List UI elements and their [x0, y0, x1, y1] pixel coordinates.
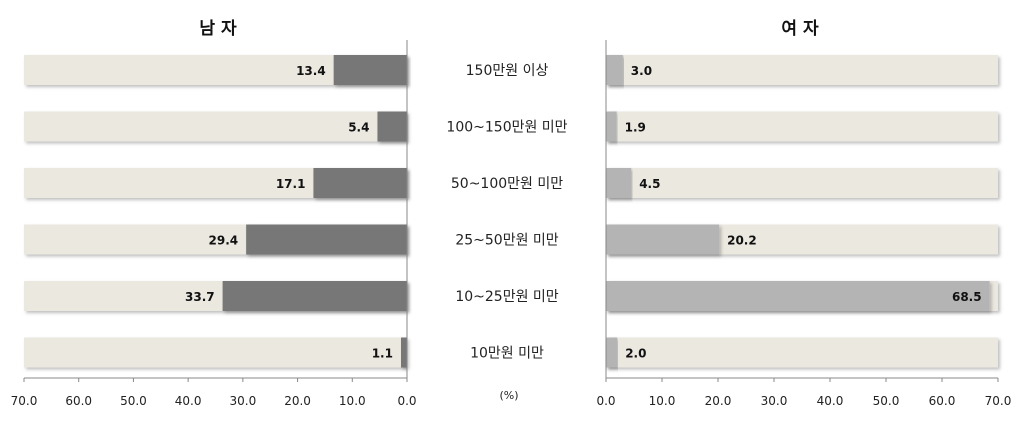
- male-value-label: 5.4: [348, 121, 369, 135]
- female-value-label: 68.5: [952, 290, 982, 304]
- female-bar: [606, 281, 990, 311]
- unit-label: (%): [499, 389, 518, 402]
- female-tick-label: 0.0: [596, 394, 615, 408]
- male-tick-label: 10.0: [339, 394, 366, 408]
- female-value-label: 1.9: [625, 121, 646, 135]
- male-track: [24, 111, 407, 142]
- male-bar: [222, 281, 407, 311]
- track-layer: [24, 55, 998, 368]
- male-tick-label: 0.0: [397, 394, 416, 408]
- male-value-label: 29.4: [209, 234, 239, 248]
- female-value-label: 20.2: [727, 234, 757, 248]
- female-track: [606, 55, 998, 85]
- male-bar: [313, 168, 407, 198]
- female-value-label: 4.5: [639, 177, 660, 191]
- male-tick-label: 50.0: [120, 394, 147, 408]
- male-tick-label: 20.0: [284, 394, 311, 408]
- category-label: 100~150만원 미만: [446, 120, 567, 136]
- category-label: 10만원 미만: [470, 346, 544, 362]
- female-bar: [606, 55, 623, 85]
- female-tick-label: 60.0: [929, 394, 956, 408]
- female-tick-label: 70.0: [985, 394, 1012, 408]
- male-value-label: 1.1: [372, 347, 393, 361]
- female-bar: [606, 337, 618, 368]
- male-tick-label: 30.0: [229, 394, 256, 408]
- female-tick-label: 30.0: [761, 394, 788, 408]
- category-label: 10~25만원 미만: [455, 289, 558, 305]
- female-tick-label: 50.0: [873, 394, 900, 408]
- male-value-label: 17.1: [276, 177, 306, 191]
- category-label: 150만원 이상: [466, 63, 549, 79]
- female-track: [606, 337, 998, 368]
- female-tick-label: 40.0: [817, 394, 844, 408]
- category-label: 50~100만원 미만: [451, 176, 563, 192]
- male-bar: [333, 55, 407, 85]
- female-bar: [606, 224, 720, 255]
- male-tick-label: 70.0: [11, 394, 38, 408]
- male-panel-title: 남 자: [199, 19, 237, 39]
- female-panel-title: 여 자: [781, 19, 819, 39]
- female-track: [606, 111, 998, 142]
- bar-layer: [222, 55, 990, 368]
- category-label: 25~50만원 미만: [455, 233, 558, 249]
- female-value-label: 3.0: [631, 64, 652, 78]
- male-tick-label: 40.0: [175, 394, 202, 408]
- male-bar: [377, 111, 407, 142]
- male-track: [24, 337, 407, 368]
- male-value-label: 33.7: [185, 290, 215, 304]
- female-track: [606, 168, 998, 198]
- female-value-label: 2.0: [625, 347, 646, 361]
- female-bar: [606, 111, 617, 142]
- male-tick-label: 60.0: [65, 394, 92, 408]
- axis-layer: 70.0 60.0 50.0 40.0 30.0 20.0 10.0 0.0 0.0 10.0 20…: [11, 40, 1012, 408]
- male-bar: [246, 224, 407, 255]
- female-bar: [606, 168, 632, 198]
- female-tick-label: 10.0: [649, 394, 676, 408]
- male-value-label: 13.4: [296, 64, 326, 78]
- female-tick-label: 20.0: [705, 394, 732, 408]
- male-bar: [400, 337, 407, 368]
- label-layer: 150만원 이상 13.4 3.0 100~150만원 미만 5.4 1.9 50~100만…: [185, 63, 982, 362]
